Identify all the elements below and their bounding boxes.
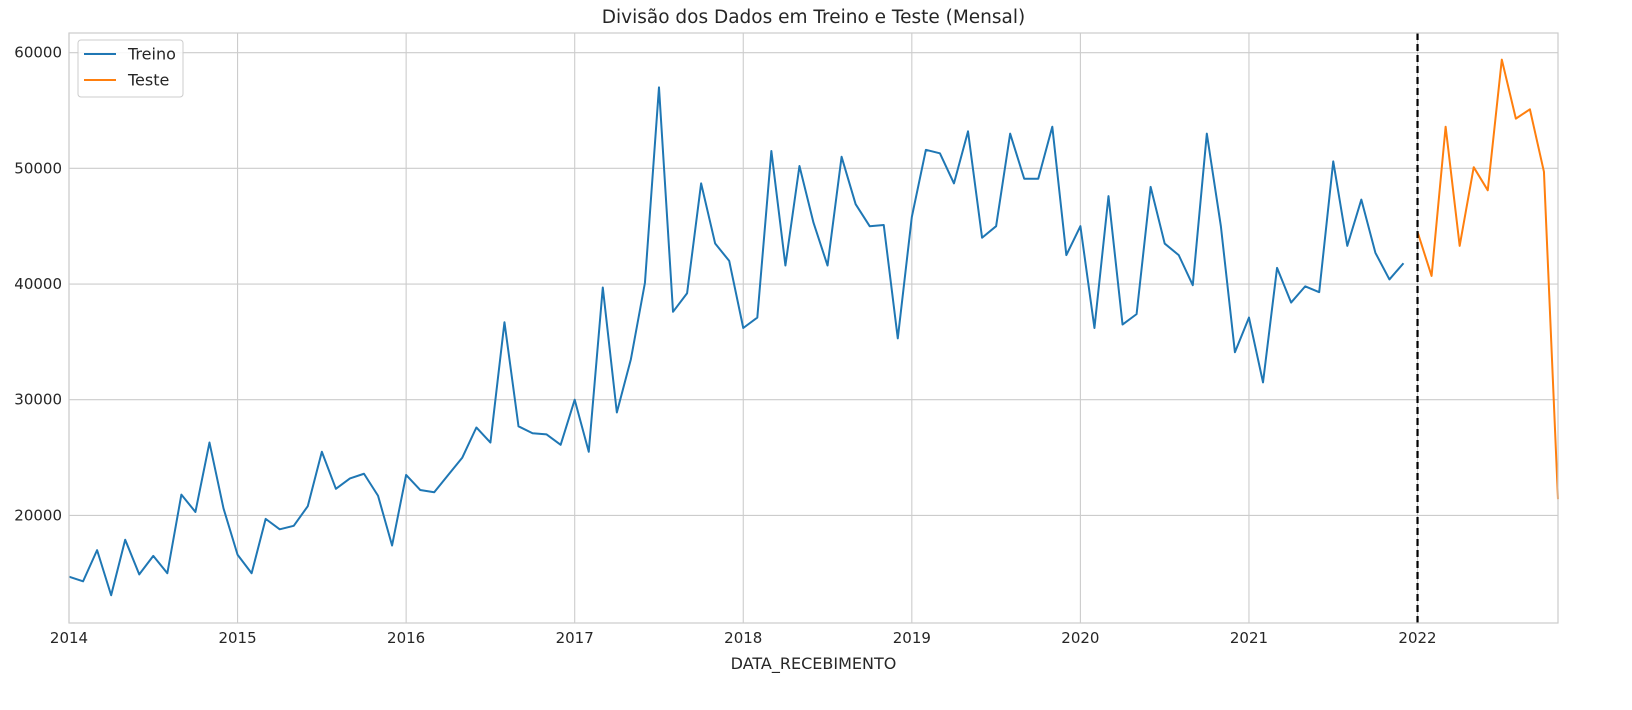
- x-tick-label: 2019: [893, 629, 931, 647]
- y-tick-label: 40000: [14, 275, 62, 293]
- x-tick-label: 2014: [50, 629, 88, 647]
- plot-frame: [68, 32, 1559, 624]
- series-line-teste: [1416, 58, 1559, 500]
- x-tick-label: 2015: [218, 629, 256, 647]
- x-tick-label: 2016: [387, 629, 425, 647]
- legend: Treino Teste: [77, 39, 184, 98]
- tick-labels: 2014 2015 2016 2017 2018 2019 2020 2021 2022 2000…: [14, 44, 1436, 647]
- x-tick-label: 2017: [556, 629, 594, 647]
- y-tick-label: 60000: [14, 44, 62, 62]
- x-tick-label: 2021: [1230, 629, 1268, 647]
- x-tick-label: 2020: [1061, 629, 1099, 647]
- legend-label: Treino: [127, 45, 176, 64]
- series-line-treino: [68, 86, 1405, 597]
- series-lines: [68, 58, 1559, 597]
- grid-lines: [68, 33, 1558, 623]
- y-tick-label: 30000: [14, 391, 62, 409]
- y-tick-label: 20000: [14, 506, 62, 524]
- y-tick-label: 50000: [14, 159, 62, 177]
- x-axis-title: DATA_RECEBIMENTO: [731, 654, 897, 674]
- x-tick-label: 2022: [1398, 629, 1436, 647]
- chart-title: Divisão dos Dados em Treino e Teste (Men…: [602, 7, 1025, 28]
- legend-label: Teste: [127, 71, 169, 90]
- x-tick-label: 2018: [724, 629, 762, 647]
- plot-background: [69, 33, 1558, 623]
